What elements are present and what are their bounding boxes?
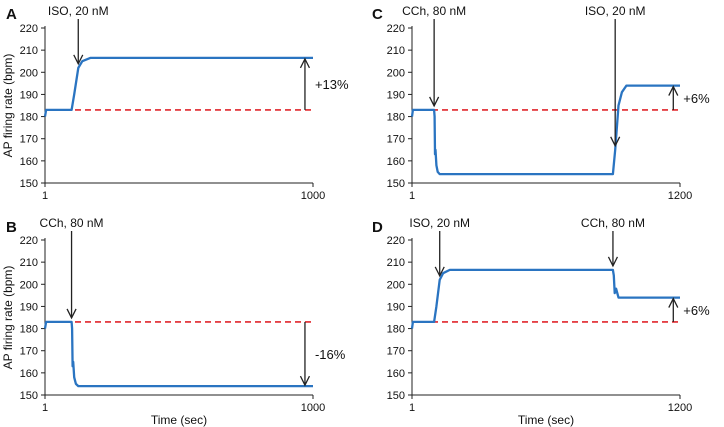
y-tick-label: 200: [20, 279, 38, 291]
y-tick-label: 200: [387, 67, 405, 79]
drug-annotation: ISO, 20 nM: [585, 4, 646, 18]
y-tick-label: 210: [387, 45, 405, 57]
annotation-arrowhead: [607, 256, 619, 268]
x-axis-label: Time (sec): [518, 413, 574, 427]
panel-d: D 150 160 170 180 190 200 210 220 1 1200 Time (sec)…: [372, 216, 710, 427]
y-tick-label: 210: [387, 257, 405, 269]
annotation-arrowhead: [66, 308, 77, 320]
x-axis-label: Time (sec): [151, 413, 207, 427]
y-tick-label: 150: [387, 178, 405, 190]
y-tick-label: 180: [20, 112, 38, 124]
y-tick-label: 170: [387, 346, 405, 358]
y-tick-label: 170: [20, 134, 38, 146]
x-tick-label: 1: [409, 402, 415, 414]
change-arrowhead: [299, 375, 311, 387]
y-tick-label: 180: [387, 112, 405, 124]
annotation-arrowhead: [434, 266, 445, 278]
y-tick-label: 190: [387, 301, 405, 313]
y-tick-label: 220: [20, 23, 38, 35]
panel-b: B 150 160 170 180 190 200 210 220 1 1000 AP firing …: [1, 216, 346, 427]
y-tick-label: 190: [20, 89, 38, 101]
percent-change-label: +6%: [683, 91, 710, 106]
panel-letter: D: [372, 219, 383, 236]
percent-change-label: +13%: [315, 77, 349, 92]
y-tick-label: 220: [20, 235, 38, 247]
series-line: [43, 320, 313, 388]
x-tick-label: 1: [409, 190, 415, 202]
y-tick-label: 160: [387, 368, 405, 380]
y-tick-label: 180: [387, 324, 405, 336]
change-arrowhead: [668, 297, 679, 308]
y-axis-label: AP firing rate (bpm): [1, 54, 15, 158]
y-tick-label: 190: [387, 89, 405, 101]
y-tick-label: 190: [20, 301, 38, 313]
y-tick-label: 160: [20, 156, 38, 168]
y-tick-label: 170: [20, 346, 38, 358]
series-line: [410, 84, 680, 176]
panel-c: C 150 160 170 180 190 200 210 220 1 1200 CCh, 80 nM…: [372, 4, 710, 202]
change-arrowhead: [299, 57, 311, 69]
x-tick-label: 1: [42, 402, 48, 414]
y-tick-label: 160: [20, 368, 38, 380]
x-tick-label: 1000: [301, 402, 325, 414]
y-tick-label: 150: [20, 178, 38, 190]
drug-annotation: ISO, 20 nM: [409, 216, 470, 230]
change-arrowhead: [668, 85, 679, 96]
y-tick-label: 220: [387, 23, 405, 35]
x-tick-label: 1200: [668, 402, 692, 414]
x-tick-label: 1000: [301, 190, 325, 202]
percent-change-label: +6%: [683, 303, 710, 318]
y-tick-label: 200: [20, 67, 38, 79]
series-line: [410, 268, 680, 329]
drug-annotation: CCh, 80 nM: [581, 216, 645, 230]
panel-letter: B: [6, 219, 17, 236]
y-tick-label: 170: [387, 134, 405, 146]
panel-a: A 150 160 170 180 190 200 210 220 1 1000 AP firing …: [1, 4, 349, 202]
series-line: [43, 56, 313, 117]
drug-annotation: CCh, 80 nM: [402, 4, 466, 18]
annotation-arrowhead: [73, 54, 84, 66]
panel-letter: A: [6, 6, 17, 23]
x-tick-label: 1200: [668, 190, 692, 202]
drug-annotation: CCh, 80 nM: [40, 216, 104, 230]
annotation-arrowhead: [429, 96, 440, 108]
y-tick-label: 160: [387, 156, 405, 168]
y-tick-label: 150: [20, 390, 38, 402]
y-tick-label: 200: [387, 279, 405, 291]
y-tick-label: 180: [20, 324, 38, 336]
x-tick-label: 1: [42, 190, 48, 202]
drug-annotation: ISO, 20 nM: [48, 4, 109, 18]
y-axis-label: AP firing rate (bpm): [1, 266, 15, 370]
y-tick-label: 220: [387, 235, 405, 247]
y-tick-label: 210: [20, 257, 38, 269]
percent-change-label: -16%: [315, 347, 346, 362]
panel-letter: C: [372, 6, 383, 23]
y-tick-label: 210: [20, 45, 38, 57]
y-tick-label: 150: [387, 390, 405, 402]
annotation-arrowhead: [610, 136, 621, 148]
